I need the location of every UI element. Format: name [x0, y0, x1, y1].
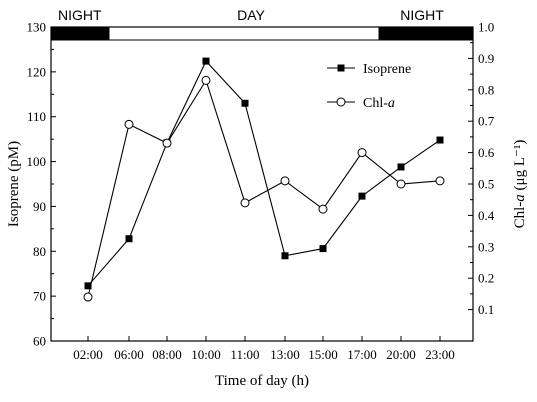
chl-a-point	[318, 204, 328, 214]
right-tick-label: 0.2	[478, 271, 494, 286]
right-tick-label: 0.3	[478, 239, 494, 254]
band-day-1	[108, 26, 380, 41]
left-tick-label: 130	[27, 20, 47, 35]
chl-a-point	[435, 176, 445, 186]
chl-a-point	[201, 75, 211, 85]
isoprene-point	[397, 163, 405, 171]
right-tick-label: 0.4	[478, 208, 495, 223]
band-night-2	[378, 26, 474, 41]
legend-label-0: Isoprene	[363, 62, 411, 77]
right-tick-label: 0.8	[478, 82, 494, 97]
x-tick-label: 13:00	[270, 347, 300, 362]
right-tick-label: 0.6	[478, 145, 495, 160]
isoprene-point	[84, 282, 92, 290]
isoprene-point	[319, 245, 327, 253]
x-tick-label: 20:00	[386, 347, 416, 362]
plot-series	[83, 57, 445, 302]
legend: Isoprene Chl-a	[327, 62, 411, 111]
chl-a-point	[124, 119, 134, 129]
chl-a-point	[162, 138, 172, 148]
left-tick-label: 80	[33, 244, 46, 259]
isoprene-point	[202, 57, 210, 65]
band-label-2: NIGHT	[400, 7, 444, 23]
left-tick-label: 110	[27, 109, 46, 124]
chl-a-point	[83, 292, 93, 302]
legend-label-1: Chl-a	[363, 96, 395, 111]
x-tick-label: 23:00	[425, 347, 455, 362]
legend-marker-0	[337, 64, 345, 72]
left-tick-label: 60	[33, 334, 46, 349]
isoprene-point	[358, 192, 366, 200]
chl-a-point	[240, 198, 250, 208]
x-tick-label: 11:00	[230, 347, 259, 362]
x-tick-label: 08:00	[152, 347, 182, 362]
right-tick-label: 0.9	[478, 51, 494, 66]
left-axis-title: Isoprene (pM)	[6, 141, 22, 227]
left-tick-label: 100	[27, 154, 47, 169]
band-label-0: NIGHT	[58, 7, 102, 23]
day-night-band: NIGHT DAY NIGHT	[50, 7, 474, 41]
isoprene-point	[241, 99, 249, 107]
isoprene-point	[125, 235, 133, 243]
left-tick-label: 90	[33, 199, 46, 214]
legend-marker-1	[336, 97, 346, 107]
left-tick-label: 120	[27, 64, 47, 79]
right-axis-title: Chl-a (μg L⁻¹)	[512, 140, 528, 229]
x-axis-title: Time of day (h)	[215, 373, 309, 389]
band-label-1: DAY	[237, 7, 265, 23]
right-tick-label: 0.7	[478, 114, 495, 129]
isoprene-point	[436, 136, 444, 144]
chl-a-point	[396, 179, 406, 189]
band-night-0	[50, 26, 110, 41]
chl-a-point	[357, 148, 367, 158]
right-tick-label: 0.5	[478, 177, 494, 192]
series-line-0	[87, 60, 441, 287]
x-tick-label: 02:00	[73, 347, 103, 362]
x-tick-label: 10:00	[191, 347, 221, 362]
right-tick-label: 0.1	[478, 302, 494, 317]
x-tick-label: 17:00	[347, 347, 377, 362]
right-tick-label: 1.0	[478, 20, 494, 35]
isoprene-point	[281, 252, 289, 260]
chl-a-point	[280, 176, 290, 186]
left-tick-label: 70	[33, 289, 46, 304]
x-tick-label: 15:00	[308, 347, 338, 362]
axes: 60 70 80 90 100 110 120 130 0.1 0.2 0.3 0.4 0.5 0.6 0.…	[6, 20, 528, 390]
series-line-1	[87, 79, 441, 298]
x-tick-label: 06:00	[114, 347, 144, 362]
